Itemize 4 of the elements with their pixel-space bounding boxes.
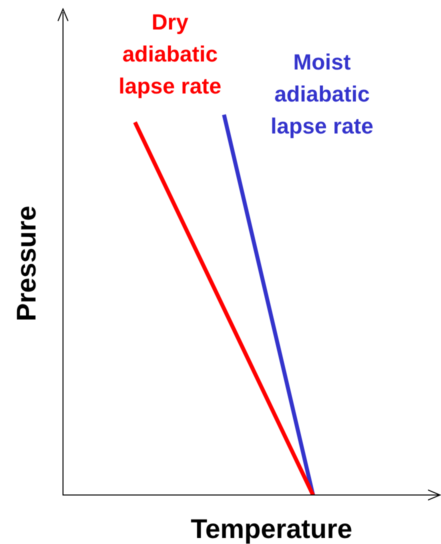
y-axis-title: Pressure — [11, 206, 42, 322]
x-axis-title: Temperature — [190, 514, 352, 544]
series-label: Moist adiabatic lapse rate — [270, 50, 374, 139]
series-label: Dry adiabatic lapse rate — [118, 9, 222, 98]
